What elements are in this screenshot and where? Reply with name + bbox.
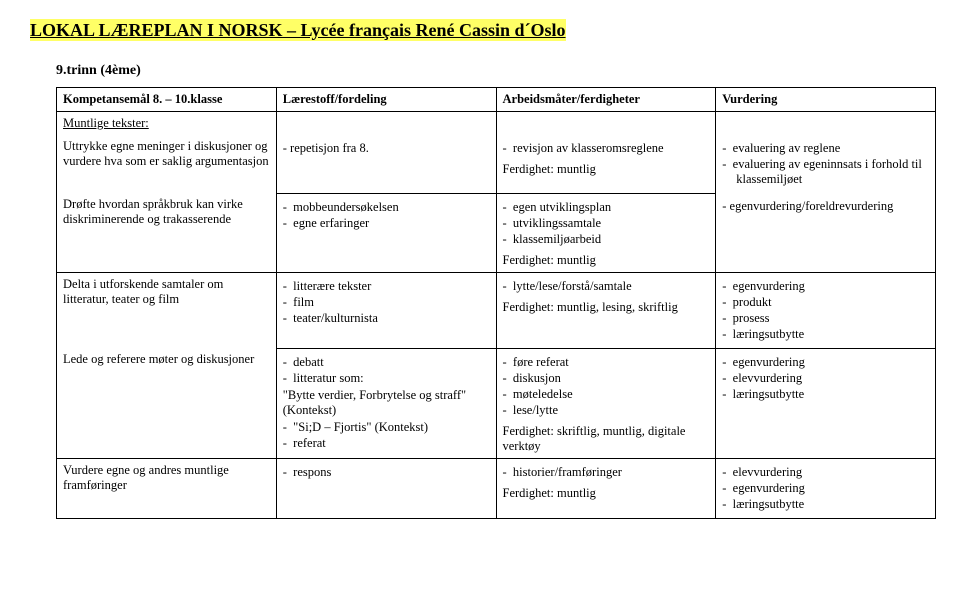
page-subtitle: 9.trinn (4ème)	[56, 63, 929, 79]
page-title: LOKAL LÆREPLAN I NORSK – Lycée français …	[30, 20, 929, 41]
assessment-list: elevvurdering egenvurdering læringsutbyt…	[722, 465, 929, 512]
skill-line: Ferdighet: muntlig, lesing, skriftlig	[503, 300, 710, 315]
competence-text: Delta i utforskende samtaler om litterat…	[63, 277, 270, 307]
cell-c2: egen utviklingsplan utviklingssamtale kl…	[496, 193, 716, 272]
cell-c0: Uttrykke egne meninger i diskusjoner og …	[57, 135, 277, 193]
assessment-text: - egenvurdering/foreldrevurdering	[722, 199, 929, 214]
table-row: Drøfte hvordan språkbruk kan virke diskr…	[57, 193, 936, 272]
material-list: debatt litteratur som:	[283, 355, 490, 386]
methods-list: lytte/lese/forstå/samtale	[503, 279, 710, 294]
cell-c1: respons	[276, 458, 496, 518]
skill-line: Ferdighet: muntlig	[503, 253, 710, 268]
competence-text: Uttrykke egne meninger i diskusjoner og …	[63, 139, 270, 169]
assessment-list: evaluering av reglene evaluering av egen…	[722, 141, 929, 187]
cell-c0: Drøfte hvordan språkbruk kan virke diskr…	[57, 193, 277, 272]
curriculum-table: Kompetansemål 8. – 10.klasse Lærestoff/f…	[56, 87, 936, 519]
material-list: litterære tekster film teater/kulturnist…	[283, 279, 490, 326]
methods-list: føre referat diskusjon møteledelse lese/…	[503, 355, 710, 418]
table-row: Delta i utforskende samtaler om litterat…	[57, 272, 936, 348]
competence-text: Lede og referere møter og diskusjoner	[63, 352, 270, 367]
material-extra: "Bytte verdier, Forbrytelse og straff" (…	[283, 388, 490, 418]
cell-c1: - repetisjon fra 8.	[276, 135, 496, 193]
cell-c2: revisjon av klasseromsreglene Ferdighet:…	[496, 135, 716, 193]
table-row: Lede og referere møter og diskusjoner de…	[57, 348, 936, 458]
section-label: Muntlige tekster:	[63, 116, 149, 130]
cell-c0: Vurdere egne og andres muntlige framføri…	[57, 458, 277, 518]
table-header-row: Kompetansemål 8. – 10.klasse Lærestoff/f…	[57, 88, 936, 112]
cell-c2: lytte/lese/forstå/samtale Ferdighet: mun…	[496, 272, 716, 348]
material-list: respons	[283, 465, 490, 480]
cell-c2: føre referat diskusjon møteledelse lese/…	[496, 348, 716, 458]
header-c0: Kompetansemål 8. – 10.klasse	[57, 88, 277, 112]
assessment-list: egenvurdering elevvurdering læringsutbyt…	[722, 355, 929, 402]
cell-c1: litterære tekster film teater/kulturnist…	[276, 272, 496, 348]
skill-line: Ferdighet: muntlig	[503, 162, 710, 177]
cell-c3: - egenvurdering/foreldrevurdering	[716, 193, 936, 272]
section-row: Muntlige tekster:	[57, 112, 936, 136]
table-row: Vurdere egne og andres muntlige framføri…	[57, 458, 936, 518]
competence-text: Drøfte hvordan språkbruk kan virke diskr…	[63, 197, 270, 227]
title-text: LOKAL LÆREPLAN I NORSK – Lycée français …	[30, 19, 566, 41]
methods-list: egen utviklingsplan utviklingssamtale kl…	[503, 200, 710, 247]
cell-c3: evaluering av reglene evaluering av egen…	[716, 135, 936, 193]
cell-c0: Lede og referere møter og diskusjoner	[57, 348, 277, 458]
cell-c1: mobbeundersøkelsen egne erfaringer	[276, 193, 496, 272]
assessment-list: egenvurdering produkt prosess læringsutb…	[722, 279, 929, 342]
material-text: - repetisjon fra 8.	[283, 141, 490, 156]
cell-c3: elevvurdering egenvurdering læringsutbyt…	[716, 458, 936, 518]
cell-c3: egenvurdering elevvurdering læringsutbyt…	[716, 348, 936, 458]
section-cell: Muntlige tekster:	[57, 112, 277, 136]
methods-list: revisjon av klasseromsreglene	[503, 141, 710, 156]
header-c2: Arbeidsmåter/ferdigheter	[496, 88, 716, 112]
cell-c0: Delta i utforskende samtaler om litterat…	[57, 272, 277, 348]
material-list: mobbeundersøkelsen egne erfaringer	[283, 200, 490, 231]
skill-line: Ferdighet: skriftlig, muntlig, digitale …	[503, 424, 710, 454]
header-c3: Vurdering	[716, 88, 936, 112]
header-c1: Lærestoff/fordeling	[276, 88, 496, 112]
skill-line: Ferdighet: muntlig	[503, 486, 710, 501]
cell-c3: egenvurdering produkt prosess læringsutb…	[716, 272, 936, 348]
cell-c1: debatt litteratur som: "Bytte verdier, F…	[276, 348, 496, 458]
cell-c2: historier/framføringer Ferdighet: muntli…	[496, 458, 716, 518]
table-row: Uttrykke egne meninger i diskusjoner og …	[57, 135, 936, 193]
competence-text: Vurdere egne og andres muntlige framføri…	[63, 463, 270, 493]
methods-list: historier/framføringer	[503, 465, 710, 480]
